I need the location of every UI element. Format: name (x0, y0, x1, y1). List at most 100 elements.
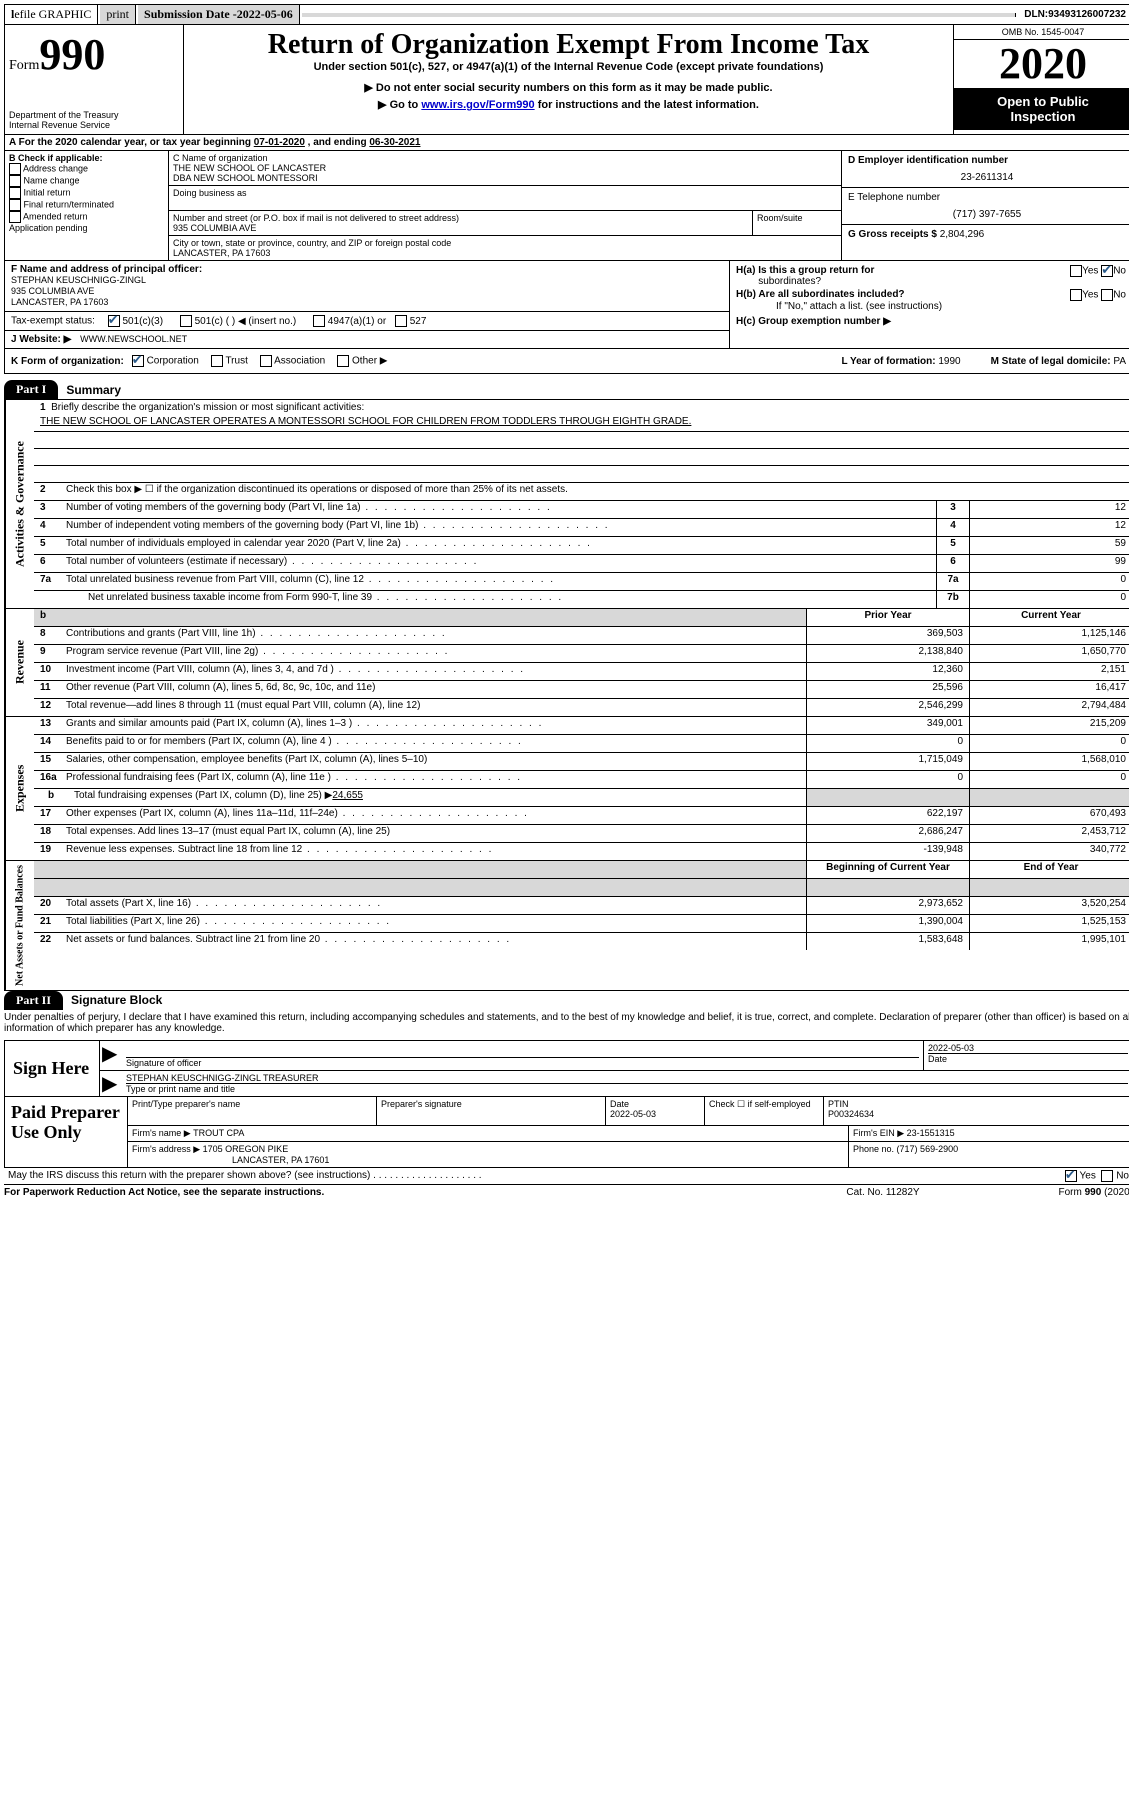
c17: 670,493 (969, 807, 1129, 824)
firm-name-label: Firm's name ▶ (132, 1128, 193, 1138)
p22: 1,583,648 (806, 933, 969, 950)
checkbox-501c[interactable] (180, 315, 192, 327)
checkbox-4947[interactable] (313, 315, 325, 327)
checkbox-501c3[interactable] (108, 315, 120, 327)
prep-date-label: Date (610, 1099, 700, 1109)
org-name-label: C Name of organization (173, 153, 837, 163)
city-label: City or town, state or province, country… (173, 238, 837, 248)
l9: Program service revenue (Part VIII, line… (62, 645, 806, 662)
checkbox-corp[interactable] (132, 355, 144, 367)
ein-value: 23-2611314 (848, 172, 1126, 183)
state-domicile: PA (1113, 356, 1126, 367)
efile-label: lefile GRAPHIC (5, 5, 98, 24)
v5: 59 (969, 537, 1129, 554)
checkbox-final[interactable] (9, 199, 21, 211)
l20: Total assets (Part X, line 16) (62, 897, 806, 914)
mission-blank-1 (34, 432, 1129, 449)
sidelabel-governance: Activities & Governance (5, 400, 34, 608)
col-h: H(a) Is this a group return for subordin… (730, 261, 1129, 348)
paid-preparer-label: Paid Preparer Use Only (5, 1097, 128, 1167)
prep-phone: (717) 569-2900 (897, 1144, 959, 1154)
checkbox-addr-change[interactable] (9, 163, 21, 175)
sidelabel-expenses: Expenses (5, 717, 34, 860)
instr-link: ▶ Go to www.irs.gov/Form990 for instruct… (188, 98, 949, 111)
checkbox-discuss-no[interactable] (1101, 1170, 1113, 1182)
form-subtitle: Under section 501(c), 527, or 4947(a)(1)… (188, 61, 949, 73)
submission-date: Submission Date - 2022-05-06 (138, 5, 300, 24)
header-mid: Return of Organization Exempt From Incom… (184, 25, 954, 134)
l16a: Professional fundraising fees (Part IX, … (62, 771, 806, 788)
l18: Total expenses. Add lines 13–17 (must eq… (62, 825, 806, 842)
form-990-label: Form990 (9, 29, 179, 80)
c9: 1,650,770 (969, 645, 1129, 662)
tax-year: 2020 (954, 40, 1129, 88)
mission-text: THE NEW SCHOOL OF LANCASTER OPERATES A M… (34, 415, 1129, 432)
revenue-section: Revenue bPrior YearCurrent Year 8Contrib… (4, 609, 1129, 717)
website-value: WWW.NEWSCHOOL.NET (80, 334, 187, 344)
c14: 0 (969, 735, 1129, 752)
checkbox-name-change[interactable] (9, 175, 21, 187)
v7b: 0 (969, 591, 1129, 608)
checkbox-other[interactable] (337, 355, 349, 367)
hb-note: If "No," attach a list. (see instruction… (776, 301, 1126, 312)
p18: 2,686,247 (806, 825, 969, 842)
sidelabel-revenue: Revenue (5, 609, 34, 716)
prep-date: 2022-05-03 (610, 1109, 700, 1119)
l12: Total revenue—add lines 8 through 11 (mu… (62, 699, 806, 716)
checkbox-ha-yes[interactable] (1070, 265, 1082, 277)
c8: 1,125,146 (969, 627, 1129, 644)
sign-here-label: Sign Here (5, 1041, 100, 1096)
c16a: 0 (969, 771, 1129, 788)
checkbox-discuss-yes[interactable] (1065, 1170, 1077, 1182)
part1-tab: Part I (4, 380, 58, 399)
p19: -139,948 (806, 843, 969, 860)
checkbox-amended[interactable] (9, 211, 21, 223)
street-label: Number and street (or P.O. box if mail i… (173, 213, 748, 223)
p15: 1,715,049 (806, 753, 969, 770)
v7a: 0 (969, 573, 1129, 590)
p14: 0 (806, 735, 969, 752)
section-fh: F Name and address of principal officer:… (4, 261, 1129, 349)
p10: 12,360 (806, 663, 969, 680)
dept-irs: Internal Revenue Service (9, 120, 179, 130)
l15: Salaries, other compensation, employee b… (62, 753, 806, 770)
col-d: D Employer identification number 23-2611… (842, 151, 1129, 260)
checkbox-hb-no[interactable] (1101, 289, 1113, 301)
netassets-section: Net Assets or Fund Balances Beginning of… (4, 861, 1129, 991)
form-header: Form990 Department of the Treasury Inter… (4, 25, 1129, 135)
spacer (302, 13, 1017, 17)
l2: Check this box ▶ ☐ if the organization d… (62, 483, 1129, 500)
paid-preparer-block: Paid Preparer Use Only Print/Type prepar… (4, 1097, 1129, 1168)
l8: Contributions and grants (Part VIII, lin… (62, 627, 806, 644)
street-value: 935 COLUMBIA AVE (173, 223, 748, 233)
checkbox-assoc[interactable] (260, 355, 272, 367)
officer-city: LANCASTER, PA 17603 (11, 297, 108, 307)
mission-blank-3 (34, 466, 1129, 483)
checkbox-initial[interactable] (9, 187, 21, 199)
k-label: K Form of organization: (11, 356, 124, 367)
officer-name: STEPHAN KEUSCHNIGG-ZINGL (11, 275, 146, 285)
print-button[interactable]: print (100, 5, 136, 24)
c13: 215,209 (969, 717, 1129, 734)
sidelabel-netassets: Net Assets or Fund Balances (5, 861, 34, 990)
ptin-label: PTIN (828, 1099, 1128, 1109)
irs-link[interactable]: www.irs.gov/Form990 (421, 99, 534, 111)
officer-sig-label: Signature of officer (126, 1058, 919, 1068)
c19: 340,772 (969, 843, 1129, 860)
checkbox-ha-no[interactable] (1101, 265, 1113, 277)
l21: Total liabilities (Part X, line 26) (62, 915, 806, 932)
l6: Total number of volunteers (estimate if … (62, 555, 936, 572)
checkbox-hb-yes[interactable] (1070, 289, 1082, 301)
dba-label: Doing business as (173, 188, 837, 198)
checkbox-trust[interactable] (211, 355, 223, 367)
checkbox-527[interactable] (395, 315, 407, 327)
sign-here-block: Sign Here ▶ Signature of officer 2022-05… (4, 1040, 1129, 1097)
phone-label: E Telephone number (848, 192, 1126, 203)
end-year-header: End of Year (969, 861, 1129, 878)
l3: Number of voting members of the governin… (62, 501, 936, 518)
mission-blank-2 (34, 449, 1129, 466)
org-name-1: THE NEW SCHOOL OF LANCASTER (173, 163, 837, 173)
l17: Other expenses (Part IX, column (A), lin… (62, 807, 806, 824)
l16b: Total fundraising expenses (Part IX, col… (70, 789, 806, 806)
form-footer: Form 990 (2020) (983, 1187, 1129, 1198)
